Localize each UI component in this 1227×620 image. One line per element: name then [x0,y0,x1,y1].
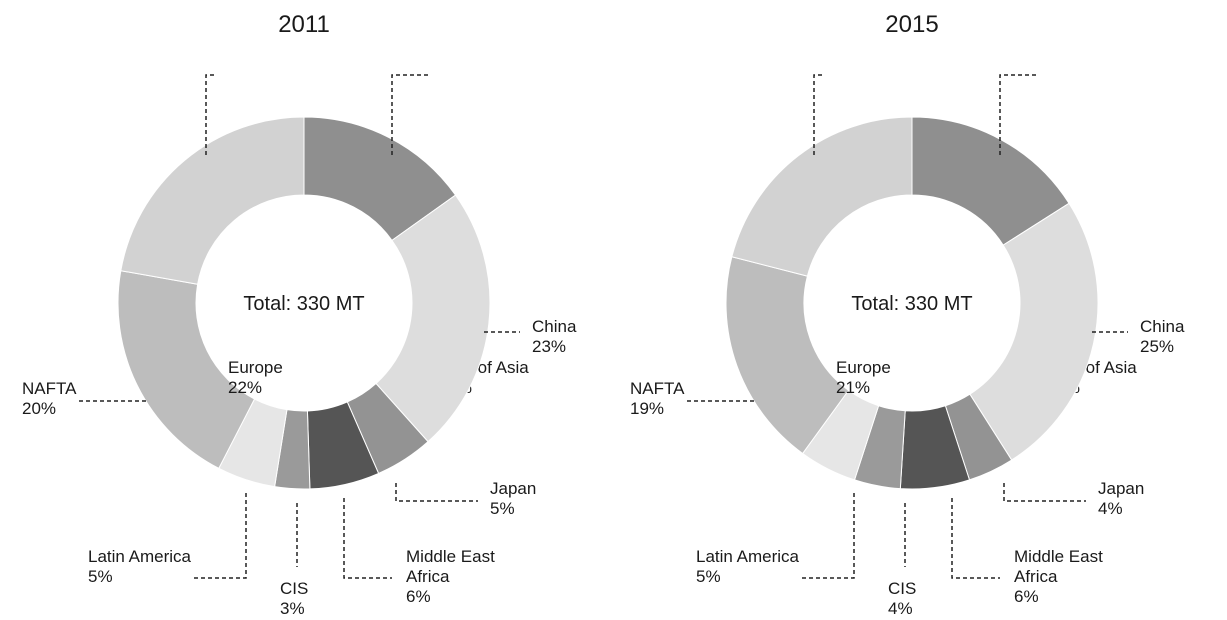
slice-label-japan: Japan 5% [490,479,536,518]
slice-value: 4% [1098,499,1123,518]
slice-name: Africa [406,567,450,586]
slice-europe [120,116,305,285]
slice-label-middle-east-africa: Middle East Africa 6% [406,547,495,606]
slice-name: Europe [228,358,283,377]
slice-label-europe: Europe 21% [836,358,891,397]
slice-name: Latin America [696,547,800,566]
leader-line-europe [205,74,214,155]
slice-label-japan: Japan 4% [1098,479,1144,518]
slice-label-europe: Europe 22% [228,358,283,397]
slice-value: 3% [280,599,305,618]
chart-title: 2011 [278,11,330,38]
leader-line-rest-of-asia [391,74,428,155]
slice-value: 25% [1140,337,1174,356]
center-total-label: Total: 330 MT [243,293,364,315]
leader-line-middle-east-africa [951,498,1000,579]
slice-name: NAFTA [22,379,77,398]
center-total-label: Total: 330 MT [851,293,972,315]
slice-label-nafta: NAFTA 20% [22,379,77,418]
leader-line-rest-of-asia [999,74,1036,155]
slice-name: CIS [888,579,916,598]
slice-label-china: China 23% [532,317,577,356]
slice-name: Africa [1014,567,1058,586]
slice-name: Japan [1098,479,1144,498]
slice-value: 5% [490,499,515,518]
slice-nafta [725,256,850,455]
leader-line-middle-east-africa [343,498,392,579]
slice-value: 6% [406,587,431,606]
slice-label-latin-america: Latin America 5% [88,547,192,586]
slice-china [969,202,1099,461]
slice-value: 20% [22,399,56,418]
slice-name: Europe [836,358,891,377]
slice-europe [731,116,913,277]
slice-value: 6% [1014,587,1039,606]
slice-value: 4% [888,599,913,618]
slice-name: China [532,317,577,336]
slice-name: China [1140,317,1185,336]
slice-name: NAFTA [630,379,685,398]
slice-label-china: China 25% [1140,317,1185,356]
slice-label-latin-america: Latin America 5% [696,547,800,586]
leader-line-japan [1003,483,1086,502]
chart-title: 2015 [885,11,938,38]
slice-value: 22% [228,378,262,397]
slice-value: 5% [88,567,113,586]
leader-line-latin-america [800,493,855,579]
slice-name: CIS [280,579,308,598]
slice-label-cis: CIS 4% [888,579,916,618]
slice-china [375,194,491,443]
slice-value: 23% [532,337,566,356]
leader-line-europe [813,74,822,155]
leader-line-japan [395,483,478,502]
leader-line-latin-america [192,493,247,579]
slice-name: Middle East [1014,547,1103,566]
slice-value: 5% [696,567,721,586]
slice-nafta [117,270,256,469]
slice-name: Japan [490,479,536,498]
slice-value: 19% [630,399,664,418]
slice-name: Latin America [88,547,192,566]
slice-label-nafta: NAFTA 19% [630,379,685,418]
slice-label-middle-east-africa: Middle East Africa 6% [1014,547,1103,606]
slice-name: Middle East [406,547,495,566]
slice-value: 21% [836,378,870,397]
slice-label-cis: CIS 3% [280,579,308,618]
